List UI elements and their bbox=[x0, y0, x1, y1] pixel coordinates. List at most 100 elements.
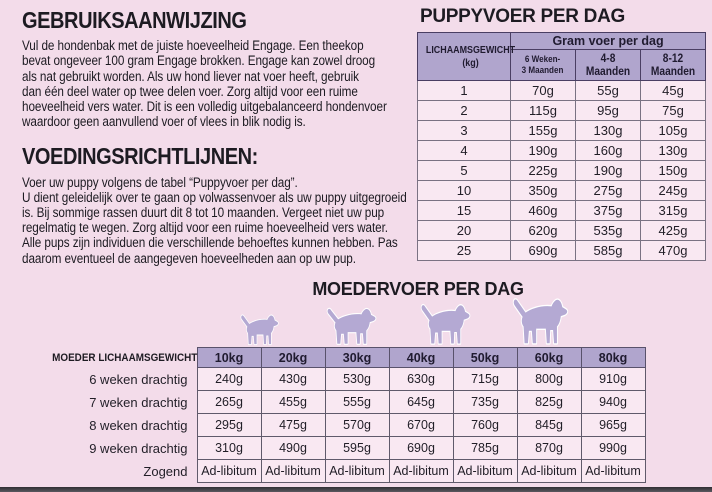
puppy-table-row: 25 690g 585g 470g bbox=[417, 240, 707, 261]
grams-cell: 715g bbox=[452, 367, 518, 391]
age-header-6w-3m: 6 Weken- 3 Maanden bbox=[510, 49, 576, 81]
puppy-table-row: 5 225g 190g 150g bbox=[417, 160, 707, 181]
grams-cell: 530g bbox=[324, 367, 390, 391]
grams-cell: 475g bbox=[260, 413, 326, 437]
section-title-gebruiksaanwijzing: GEBRUIKSAANWIJZING bbox=[22, 7, 247, 33]
grams-cell: 115g bbox=[510, 100, 576, 121]
grams-cell: 295g bbox=[196, 413, 262, 437]
grams-cell: 190g bbox=[575, 160, 641, 181]
bodyweight-cell: 3 bbox=[417, 120, 511, 141]
grams-cell: 245g bbox=[639, 180, 707, 201]
bodyweight-cell: 25 bbox=[417, 240, 511, 261]
puppy-table-title: PUPPYVOER PER DAG bbox=[420, 6, 626, 27]
grams-cell: 845g bbox=[516, 413, 582, 437]
bodyweight-header-cell: LICHAAMSGEWICHT (kg) bbox=[417, 32, 515, 81]
puppy-table-row: 3 155g 130g 105g bbox=[417, 120, 707, 141]
grams-cell: 800g bbox=[516, 367, 582, 391]
ad-libitum-cell: Ad-libitum bbox=[260, 459, 326, 483]
puppy-table: LICHAAMSGEWICHT (kg) Gram voer per dag 6… bbox=[417, 32, 707, 261]
section-body-voedingsrichtlijnen: Voer uw puppy volgens de tabel “Puppyvoe… bbox=[22, 174, 407, 266]
bodyweight-cell: 2 bbox=[417, 100, 511, 121]
bodyweight-cell: 4 bbox=[417, 140, 511, 161]
grams-cell: 160g bbox=[575, 140, 641, 161]
weight-column-header: 80kg bbox=[580, 347, 646, 368]
page-bottom-edge bbox=[0, 487, 712, 492]
mother-table-row: 7 weken drachtig 265g 455g 555g 645g 735… bbox=[36, 390, 646, 414]
weight-column-header: 30kg bbox=[324, 347, 390, 368]
grams-cell: 95g bbox=[575, 100, 641, 121]
grams-cell: 265g bbox=[196, 390, 262, 414]
instructions-column: GEBRUIKSAANWIJZING Vul de hondenbak met … bbox=[22, 8, 424, 266]
grams-cell: 130g bbox=[639, 140, 707, 161]
grams-cell: 490g bbox=[260, 436, 326, 460]
weight-column-header: 20kg bbox=[260, 347, 326, 368]
bodyweight-cell: 20 bbox=[417, 220, 511, 241]
mother-table-row: 9 weken drachtig 310g 490g 595g 690g 785… bbox=[36, 436, 646, 460]
grams-cell: 75g bbox=[639, 100, 707, 121]
bodyweight-header-label: LICHAAMSGEWICHT (kg) bbox=[425, 44, 516, 69]
grams-cell: 570g bbox=[324, 413, 390, 437]
grams-cell: 315g bbox=[639, 200, 707, 221]
grams-cell: 690g bbox=[510, 240, 576, 261]
mother-table: MOEDER LICHAAMSGEWICHT 10kg 20kg 30kg 40… bbox=[36, 347, 646, 483]
puppy-table-row: 2 115g 95g 75g bbox=[417, 100, 707, 121]
section-title-voedingsrichtlijnen: VOEDINGSRICHTLIJNEN: bbox=[22, 143, 258, 170]
dog-icon bbox=[420, 302, 472, 346]
puppy-table-row: 1 70g 55g 45g bbox=[417, 80, 707, 101]
grams-cell: 825g bbox=[516, 390, 582, 414]
weight-column-header: 60kg bbox=[516, 347, 582, 368]
grams-cell: 105g bbox=[639, 120, 707, 141]
grams-cell: 735g bbox=[452, 390, 518, 414]
grams-cell: 585g bbox=[575, 240, 641, 261]
mother-table-row: 6 weken drachtig 240g 430g 530g 630g 715… bbox=[36, 367, 646, 391]
mother-table-row: Zogend Ad-libitum Ad-libitum Ad-libitum … bbox=[36, 459, 646, 483]
grams-cell: 430g bbox=[260, 367, 326, 391]
grams-cell: 45g bbox=[639, 80, 707, 101]
age-header-8-12m-label: 8-12 Maanden bbox=[650, 50, 696, 78]
grams-cell: 70g bbox=[510, 80, 576, 101]
grams-cell: 225g bbox=[510, 160, 576, 181]
grams-cell: 910g bbox=[580, 367, 646, 391]
age-header-8-12m: 8-12 Maanden bbox=[639, 49, 707, 81]
ad-libitum-cell: Ad-libitum bbox=[580, 459, 646, 483]
grams-cell: 460g bbox=[510, 200, 576, 221]
mother-table-header-row: MOEDER LICHAAMSGEWICHT 10kg 20kg 30kg 40… bbox=[36, 347, 646, 368]
grams-cell: 870g bbox=[516, 436, 582, 460]
bodyweight-cell: 1 bbox=[417, 80, 511, 101]
grams-cell: 470g bbox=[639, 240, 707, 261]
row-label: Zogend bbox=[143, 463, 188, 479]
ad-libitum-cell: Ad-libitum bbox=[452, 459, 518, 483]
age-header-4-8m: 4-8 Maanden bbox=[575, 49, 641, 81]
grams-cell: 630g bbox=[388, 367, 454, 391]
grams-cell: 940g bbox=[580, 390, 646, 414]
dog-icon bbox=[326, 306, 378, 346]
weight-column-header: 10kg bbox=[196, 347, 262, 368]
ad-libitum-cell: Ad-libitum bbox=[196, 459, 262, 483]
grams-cell: 760g bbox=[452, 413, 518, 437]
puppy-table-row: 20 620g 535g 425g bbox=[417, 220, 707, 241]
grams-cell: 240g bbox=[196, 367, 262, 391]
age-header-4-8m-label: 4-8 Maanden bbox=[585, 50, 631, 78]
bodyweight-cell: 15 bbox=[417, 200, 511, 221]
grams-cell: 690g bbox=[388, 436, 454, 460]
grams-cell: 535g bbox=[575, 220, 641, 241]
grams-cell: 990g bbox=[580, 436, 646, 460]
bodyweight-cell: 5 bbox=[417, 160, 511, 181]
mother-bodyweight-header-label: MOEDER LICHAAMSGEWICHT bbox=[52, 351, 198, 364]
puppy-table-row: 4 190g 160g 130g bbox=[417, 140, 707, 161]
grams-per-day-group-header: Gram voer per dag bbox=[509, 32, 707, 50]
dog-icon bbox=[512, 296, 570, 346]
grams-cell: 595g bbox=[324, 436, 390, 460]
grams-cell: 155g bbox=[510, 120, 576, 141]
age-header-6w-3m-label: 6 Weken- 3 Maanden bbox=[522, 53, 564, 76]
grams-cell: 130g bbox=[575, 120, 641, 141]
puppy-table-row: 15 460g 375g 315g bbox=[417, 200, 707, 221]
row-label: 7 weken drachtig bbox=[89, 394, 188, 410]
grams-cell: 965g bbox=[580, 413, 646, 437]
grams-cell: 670g bbox=[388, 413, 454, 437]
grams-cell: 645g bbox=[388, 390, 454, 414]
section-body-gebruiksaanwijzing: Vul de hondenbak met de juiste hoeveelhe… bbox=[22, 38, 387, 130]
mother-bodyweight-header: MOEDER LICHAAMSGEWICHT bbox=[36, 348, 197, 368]
grams-cell: 275g bbox=[575, 180, 641, 201]
